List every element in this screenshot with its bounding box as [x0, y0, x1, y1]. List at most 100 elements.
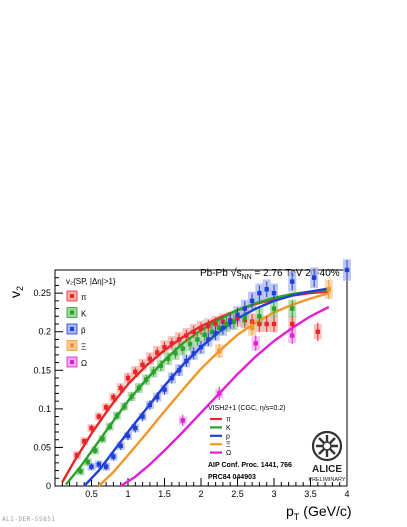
- data-point: [249, 298, 255, 304]
- data-point: [155, 395, 160, 400]
- x-tick-label: 1: [125, 489, 130, 499]
- x-tick-label: 2.5: [231, 489, 244, 499]
- data-point: [271, 321, 277, 327]
- data-legend: v₂{SP, |Δη|>1} πKp̄ ΞΩ: [66, 277, 116, 368]
- data-point: [217, 348, 222, 354]
- data-point: [264, 321, 269, 327]
- data-legend-item: K: [66, 307, 87, 319]
- model-legend-label: K: [226, 425, 231, 432]
- data-point: [103, 464, 109, 469]
- legend-marker: [70, 310, 74, 315]
- x-tick-label: 2: [198, 489, 203, 499]
- data-point: [184, 358, 189, 364]
- series-p̄-points: [89, 259, 350, 471]
- x-tick-label: 3.5: [304, 489, 317, 499]
- data-point: [133, 425, 138, 431]
- data-point: [198, 326, 204, 331]
- data-point: [125, 375, 131, 381]
- legend-label: K: [81, 310, 87, 319]
- data-point: [92, 448, 98, 453]
- data-point: [191, 351, 196, 356]
- alice-logo: ALICE PRELIMINARY: [308, 430, 346, 483]
- data-point: [217, 325, 222, 331]
- y-tick-label: 0.25: [33, 288, 51, 298]
- legend-marker: [70, 294, 74, 298]
- data-point: [231, 319, 237, 324]
- chart-title: Pb-Pb √sNN = 2.76 TeV 20-40%: [200, 267, 340, 281]
- model-legend-item: p: [210, 433, 230, 440]
- legend-marker: [70, 360, 74, 364]
- data-point: [173, 351, 178, 356]
- data-point: [147, 402, 153, 408]
- data-point: [344, 267, 350, 273]
- data-point: [133, 369, 138, 375]
- legend-marker: [70, 343, 74, 348]
- series-K-points: [78, 299, 295, 475]
- data-point: [290, 279, 295, 284]
- x-tick-label: 4: [344, 489, 349, 499]
- data-legend-item: π: [66, 290, 87, 302]
- data-legend-item: Ω: [66, 356, 87, 368]
- data-point: [235, 312, 240, 317]
- data-point: [290, 306, 295, 311]
- data-point: [209, 329, 215, 334]
- data-point: [257, 314, 262, 319]
- data-point: [264, 287, 269, 292]
- data-point: [162, 344, 167, 350]
- data-point: [213, 331, 218, 336]
- data-point: [114, 413, 120, 418]
- data-point: [228, 319, 233, 324]
- data-point: [96, 462, 101, 467]
- data-point: [176, 337, 182, 342]
- y-axis-title: v2: [7, 286, 25, 298]
- data-point: [147, 356, 153, 361]
- model-legend-item: K: [210, 425, 231, 432]
- data-point: [103, 405, 109, 410]
- data-point: [315, 329, 320, 334]
- data-point: [169, 375, 174, 381]
- data-point: [249, 325, 255, 331]
- model-legend-label: Ω: [226, 450, 231, 457]
- data-point: [184, 333, 189, 338]
- data-point: [195, 337, 200, 342]
- model-curve-Ξ: [97, 291, 330, 487]
- data-point: [162, 387, 167, 392]
- data-point: [187, 341, 193, 347]
- data-point: [213, 321, 218, 327]
- data-point: [140, 362, 145, 368]
- data-point: [89, 425, 94, 431]
- legend-marker: [70, 327, 74, 331]
- data-point: [242, 315, 247, 321]
- model-legend-item: Ξ: [210, 442, 231, 449]
- data-point: [180, 346, 185, 351]
- model-legend-item: Ω: [210, 450, 231, 457]
- data-point: [111, 395, 116, 400]
- data-point: [122, 404, 127, 409]
- data-point: [202, 332, 207, 337]
- y-tick-label: 0.15: [33, 365, 51, 375]
- alice-logo-text: ALICE: [312, 464, 342, 475]
- model-legend-item: π: [210, 417, 231, 424]
- y-tick-label: 0.1: [38, 404, 51, 414]
- x-tick-label: 1.5: [158, 489, 171, 499]
- data-point: [165, 356, 171, 361]
- data-point: [290, 333, 295, 338]
- data-point: [82, 439, 87, 444]
- data-point: [206, 324, 211, 329]
- y-tick-label: 0: [46, 481, 51, 491]
- legend-label: Ξ: [81, 343, 86, 352]
- model-legend-title: VISH2+1 (CGC, η/s=0.2): [208, 405, 285, 412]
- data-point: [191, 329, 196, 334]
- data-point: [311, 275, 317, 280]
- data-point: [257, 290, 262, 296]
- data-legend-item: Ξ: [66, 340, 86, 352]
- data-point: [290, 321, 295, 327]
- model-legend-label: Ξ: [226, 442, 231, 449]
- data-point: [180, 418, 185, 423]
- legend-label: π: [81, 293, 87, 302]
- series-Ω-points: [180, 326, 295, 427]
- data-point: [78, 469, 83, 474]
- data-point: [176, 368, 182, 373]
- y-tick-label: 0.05: [33, 442, 51, 452]
